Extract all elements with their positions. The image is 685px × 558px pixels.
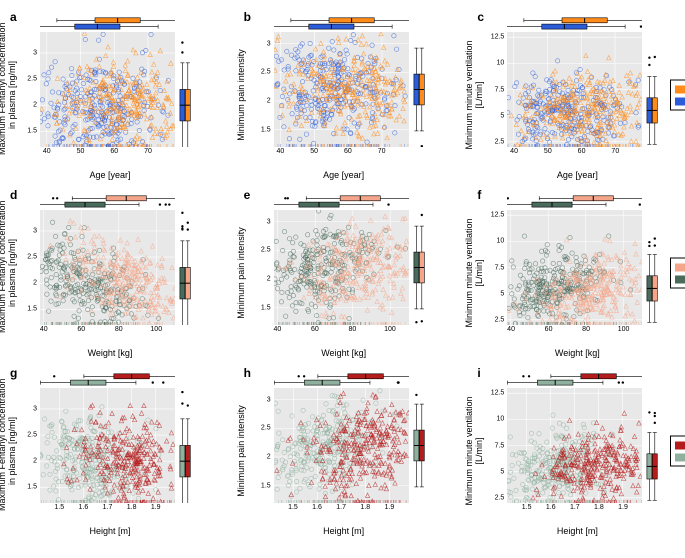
marginal-boxplot-x: [40, 370, 175, 388]
marginal-boxplot-y: [177, 388, 195, 503]
marginal-boxplot-y: [644, 388, 662, 503]
scatter-plot: [40, 388, 175, 503]
y-ticks: 1.522.53: [25, 210, 39, 325]
panel-d: dMaximum Fentanyl concentration in plasm…: [10, 188, 210, 358]
marginal-boxplot-y: [177, 210, 195, 325]
legend: Male Female: [670, 258, 685, 289]
scatter-plot: [274, 210, 409, 325]
y-axis-label: Maximum Fentanyl concentration in plasma…: [0, 35, 17, 155]
marginal-boxplot-x: [40, 14, 175, 32]
y-ticks: 2.557.51012.5: [492, 32, 506, 147]
legend-swatch: [675, 85, 685, 93]
y-axis-label: Minimum minute ventilation [L/min]: [464, 213, 484, 333]
panel-h: hMinimum pain intensityHeight [m]1.522.5…: [244, 366, 444, 536]
y-ticks: 2.557.51012.5: [492, 210, 506, 325]
y-ticks: 1.522.53: [259, 32, 273, 147]
panel-label: f: [477, 188, 481, 202]
legend-item: Female: [675, 97, 685, 106]
panel-label: d: [10, 188, 17, 202]
x-axis-label: Height [m]: [557, 526, 598, 536]
panel-g: gMaximum Fentanyl concentration in plasm…: [10, 366, 210, 536]
x-axis-label: Weight [kg]: [88, 348, 133, 358]
marginal-boxplot-x: [40, 192, 175, 210]
legend-item: Female: [675, 275, 685, 284]
panel-label: h: [244, 366, 251, 380]
panel-label: c: [477, 10, 484, 24]
legend-swatch: [675, 453, 685, 461]
x-axis-label: Weight [kg]: [555, 348, 600, 358]
y-ticks: 1.522.53: [259, 210, 273, 325]
scatter-plot: [274, 32, 409, 147]
legend-item: Male: [675, 441, 685, 450]
x-axis-label: Age [year]: [557, 170, 598, 180]
legend-item: Male: [675, 263, 685, 272]
panel-i: iMinimum minute ventilation [L/min]Heigh…: [477, 366, 677, 536]
y-axis-label: Minimum minute ventilation [L/min]: [464, 391, 484, 511]
scatter-plot: [274, 388, 409, 503]
marginal-boxplot-x: [507, 14, 642, 32]
legend-item: Female: [675, 453, 685, 462]
panel-label: g: [10, 366, 17, 380]
scatter-plot: [507, 388, 642, 503]
marginal-boxplot-y: [411, 32, 429, 147]
legend: Male Female: [670, 80, 685, 111]
legend-item: Male: [675, 85, 685, 94]
y-axis-label: Minimum pain intensity: [236, 213, 246, 333]
x-axis-label: Age [year]: [323, 170, 364, 180]
y-axis-label: Maximum Fentanyl concentration in plasma…: [0, 213, 17, 333]
scatter-plot: [507, 32, 642, 147]
marginal-boxplot-x: [507, 192, 642, 210]
marginal-boxplot-y: [644, 210, 662, 325]
panel-e: eMinimum pain intensityWeight [kg]1.522.…: [244, 188, 444, 358]
y-ticks: 1.522.53: [25, 32, 39, 147]
y-axis-label: Minimum pain intensity: [236, 391, 246, 511]
marginal-boxplot-y: [411, 210, 429, 325]
y-ticks: 2.557.51012.5: [492, 388, 506, 503]
legend-swatch: [675, 97, 685, 105]
y-ticks: 1.522.53: [259, 388, 273, 503]
marginal-boxplot-y: [177, 32, 195, 147]
x-axis-label: Age [year]: [89, 170, 130, 180]
scatter-plot: [40, 32, 175, 147]
marginal-boxplot-x: [274, 370, 409, 388]
x-axis-label: Weight [kg]: [321, 348, 366, 358]
y-axis-label: Minimum pain intensity: [236, 35, 246, 155]
y-ticks: 1.522.53: [25, 388, 39, 503]
panel-label: e: [244, 188, 251, 202]
marginal-boxplot-x: [507, 370, 642, 388]
panel-label: b: [244, 10, 251, 24]
x-axis-label: Height [m]: [323, 526, 364, 536]
legend-swatch: [675, 263, 685, 271]
panel-label: i: [477, 366, 480, 380]
x-axis-label: Height [m]: [89, 526, 130, 536]
marginal-boxplot-x: [274, 192, 409, 210]
scatter-plot: [507, 210, 642, 325]
legend-swatch: [675, 441, 685, 449]
y-axis-label: Maximum Fentanyl concentration in plasma…: [0, 391, 17, 511]
marginal-boxplot-y: [411, 388, 429, 503]
panel-f: fMinimum minute ventilation [L/min]Weigh…: [477, 188, 677, 358]
legend: Male Female: [670, 436, 685, 467]
marginal-boxplot-y: [644, 32, 662, 147]
marginal-boxplot-x: [274, 14, 409, 32]
panel-label: a: [10, 10, 17, 24]
panel-c: cMinimum minute ventilation [L/min]Age […: [477, 10, 677, 180]
y-axis-label: Minimum minute ventilation [L/min]: [464, 35, 484, 155]
panel-b: bMinimum pain intensityAge [year]1.522.5…: [244, 10, 444, 180]
legend-swatch: [675, 275, 685, 283]
scatter-plot: [40, 210, 175, 325]
panel-a: aMaximum Fentanyl concentration in plasm…: [10, 10, 210, 180]
